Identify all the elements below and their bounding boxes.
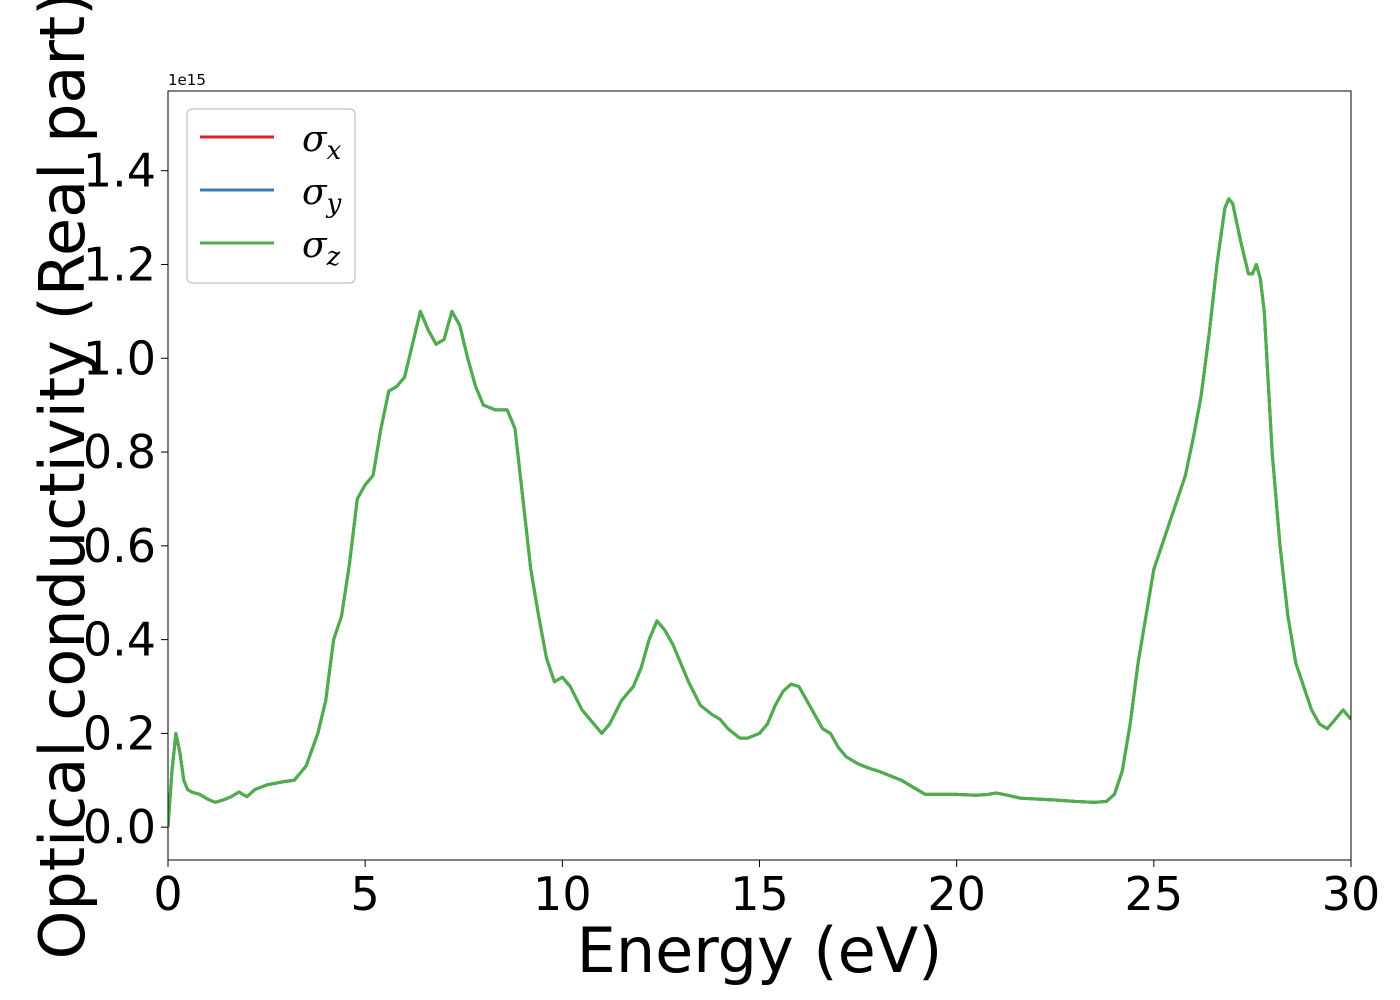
y-tick-label: 0.6: [83, 519, 156, 573]
x-tick-label: 5: [351, 867, 380, 921]
series-layer: [168, 197, 1351, 828]
x-tick-label: 10: [533, 867, 592, 921]
y-tick-label: 0.2: [83, 706, 156, 760]
legend-box: [186, 108, 356, 284]
y-tick-label: 1.0: [83, 331, 156, 385]
y-tick-label: 0.4: [83, 613, 156, 667]
x-tick-label: 30: [1322, 867, 1381, 921]
x-tick-label: 15: [730, 867, 789, 921]
y-offset-label: 1e15: [168, 71, 206, 89]
x-tick-label: 20: [927, 867, 986, 921]
x-tick-label: 0: [153, 867, 182, 921]
y-tick-label: 0.0: [83, 800, 156, 854]
y-tick-label: 0.8: [83, 425, 156, 479]
y-tick-label: 1.4: [83, 144, 156, 198]
y-axis-title: Optical conductivity (Real part): [26, 0, 99, 959]
series-line-z: [168, 197, 1351, 828]
x-tick-label: 25: [1125, 867, 1184, 921]
x-axis-title: Energy (eV): [577, 914, 943, 987]
x-axis: 0 5 10 15 20 25 30: [153, 860, 1380, 921]
y-axis: 0.0 0.2 0.4 0.6 0.8 1.0 1.2 1.4: [83, 144, 168, 854]
y-tick-label: 1.2: [83, 237, 156, 291]
